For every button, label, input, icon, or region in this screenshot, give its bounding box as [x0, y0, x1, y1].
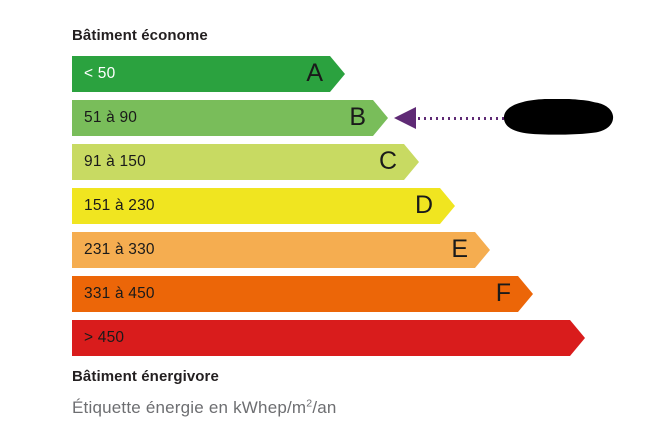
energy-class-bar: 331 à 450 F [72, 276, 533, 312]
energy-class-letter: A [306, 59, 323, 87]
energy-class-range-label: 91 à 150 [84, 153, 146, 170]
energy-class-bar-fill [72, 276, 533, 312]
energy-class-bar: 91 à 150 C [72, 144, 419, 180]
energy-class-letter: C [378, 147, 397, 175]
energy-class-bar: < 50 A [72, 56, 345, 92]
label-energy-unit-exponent: 2 [306, 397, 313, 410]
energy-class-letter: B [349, 103, 366, 131]
energy-class-range-label: 51 à 90 [84, 109, 138, 126]
energy-class-bar: 231 à 330 E [72, 232, 490, 268]
energy-class-bar-fill [72, 100, 388, 136]
label-energy-unit: Étiquette énergie en kWhep/m2/an [72, 398, 337, 418]
label-energy-unit-prefix: Étiquette énergie en kWhep/m [72, 398, 307, 417]
energy-class-bar-fill [72, 56, 345, 92]
energy-class-range-label: 151 à 230 [84, 197, 155, 214]
energy-class-range-label: < 50 [84, 65, 116, 82]
energy-class-bar-fill [72, 188, 455, 224]
energy-class-letter: F [495, 279, 511, 307]
energy-class-range-label: 231 à 330 [84, 241, 155, 258]
energy-class-letter: E [451, 235, 468, 263]
energy-class-bar: 51 à 90 B [72, 100, 388, 136]
energy-class-bar-fill [72, 232, 490, 268]
energy-class-bar: > 450 [72, 320, 585, 356]
energy-class-bar: 151 à 230 D [72, 188, 455, 224]
energy-class-bar-fill [72, 320, 585, 356]
label-energy-unit-suffix: /an [312, 398, 337, 417]
energy-class-bar-fill [72, 144, 419, 180]
label-efficient-building: Bâtiment économe [72, 27, 208, 44]
energy-class-range-label: 331 à 450 [84, 285, 155, 302]
energy-class-letter: D [414, 191, 433, 219]
label-energy-intensive-building: Bâtiment énergivore [72, 368, 219, 385]
energy-class-range-label: > 450 [84, 329, 125, 346]
